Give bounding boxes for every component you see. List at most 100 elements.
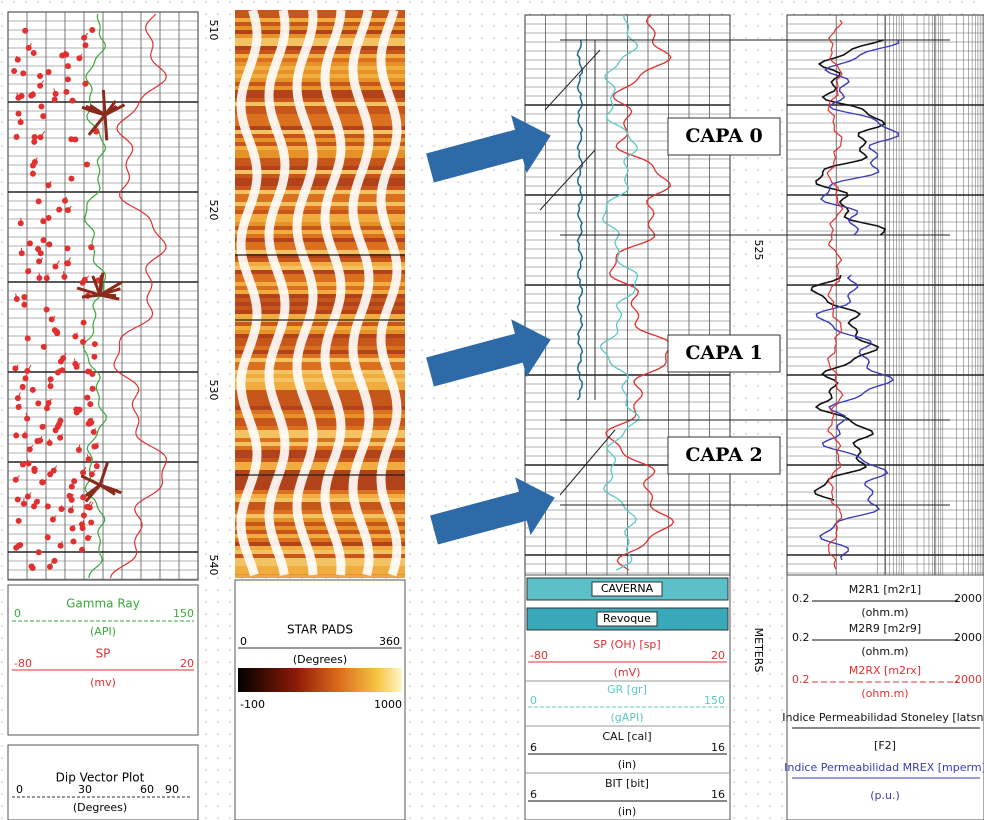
fill-name: CAVERNA [601,582,654,595]
scale-min: 0.2 [792,673,810,686]
dip-tail [44,239,45,240]
image-band [235,102,405,106]
image-band [235,238,405,242]
scale-min: 6 [530,741,537,754]
image-band [235,554,405,558]
dip-tail [24,301,25,305]
image-band [235,530,405,534]
dip-tick: 0 [16,783,23,796]
scale-max: 1000 [374,698,402,711]
image-band [235,86,405,90]
image-band [235,266,405,270]
image-band [235,374,405,378]
scale-max: 2000 [954,592,982,605]
scale-max: 16 [711,741,725,754]
depth-label: 540 [207,555,220,576]
image-band [235,230,405,234]
dip-point [27,240,33,246]
image-band [235,362,405,366]
image-band [235,274,405,278]
dip-tick: 60 [140,783,154,796]
image-band [235,130,405,134]
dip-tail [83,494,84,497]
curve-name: Indice Permeabilidad MREX [mperm] [784,761,984,774]
scale-max: 360 [379,635,400,648]
image-band [235,242,405,246]
image-band [235,90,405,94]
annotation: CAPA 0 [685,125,762,147]
curve-name: SP [96,647,111,661]
image-band [235,98,405,102]
image-band [235,138,405,142]
image-band [235,378,405,382]
image-band [235,286,405,290]
image-band [235,134,405,138]
dip-tail [68,65,69,66]
image-band [235,538,405,542]
unit: (ohm.m) [861,687,908,700]
image-band [235,222,405,226]
image-band [235,122,405,126]
image-band [235,298,405,302]
depth-label: 510 [207,20,220,41]
unit: (p.u.) [870,789,900,802]
image-band [235,158,405,162]
image-band [235,382,405,386]
image-band [235,518,405,522]
image-band [235,278,405,282]
image-band [235,234,405,238]
curve-name: SP (OH) [sp] [593,638,660,651]
image-band [235,110,405,114]
image-band [235,426,405,430]
dip-tail [34,141,37,142]
unit: (mv) [90,676,116,689]
rose-petal [103,90,105,115]
image-band [235,502,405,506]
image-band [235,510,405,514]
image-band [235,82,405,86]
dip-tail [22,386,23,387]
dip-tail [84,321,85,322]
scale-min: 0.2 [792,631,810,644]
image-band [235,410,405,414]
image-band [235,542,405,546]
curve-name: Indice Permeabilidad Stoneley [latsn] [782,711,984,724]
dip-tail [68,77,69,80]
image-band [235,514,405,518]
unit: [F2] [874,739,896,752]
scale-min: -80 [530,649,548,662]
dip-tick: 90 [165,783,179,796]
scale-max: 20 [711,649,725,662]
image-band [235,290,405,294]
unit: (Degrees) [293,653,347,666]
image-band [235,414,405,418]
depth-label: 530 [207,380,220,401]
unit: (ohm.m) [861,645,908,658]
scale-max: 150 [173,607,194,620]
unit: (ohm.m) [861,606,908,619]
image-band [235,430,405,434]
image-band [235,402,405,406]
image-band [235,226,405,230]
image-band [235,366,405,370]
scale-max: 150 [704,694,725,707]
rose-petal [105,115,107,140]
scale-min: 6 [530,788,537,801]
image-band [235,118,405,122]
image-band [235,246,405,250]
image-band [235,142,405,146]
scale-max: 16 [711,788,725,801]
scale-min: 0 [14,607,21,620]
curve-name: Gamma Ray [66,597,140,611]
scale-max: 20 [180,657,194,670]
image-band [235,566,405,570]
scale-max: 2000 [954,673,982,686]
image-band [235,562,405,566]
curve-name: M2R1 [m2r1] [849,583,921,596]
image-band [235,270,405,274]
image-band [235,150,405,154]
image-band [235,262,405,266]
image-band [235,386,405,390]
curve-name: STAR PADS [287,623,353,637]
image-band [235,434,405,438]
